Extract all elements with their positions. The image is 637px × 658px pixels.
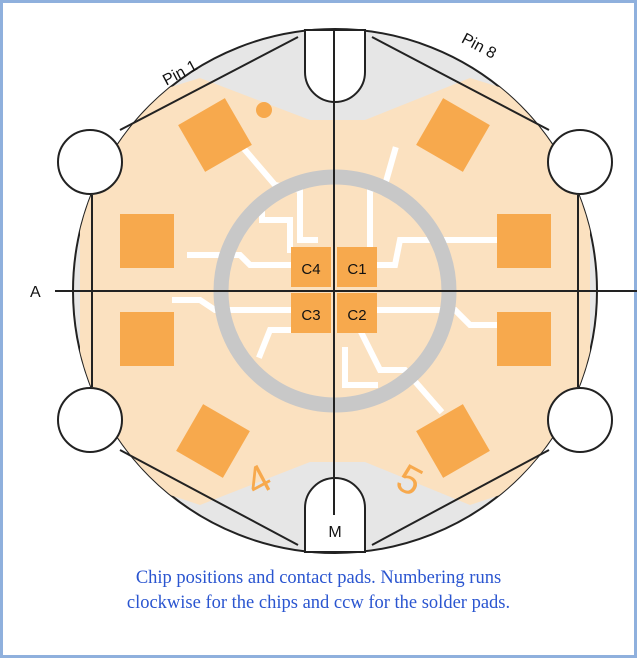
solder-pad-1 — [178, 98, 252, 172]
chip-c4 — [291, 247, 331, 287]
solder-pad-5 — [416, 404, 490, 478]
chip-label-c2: C2 — [347, 307, 366, 324]
axis-a-label: A — [30, 284, 41, 301]
solder-pad-7 — [497, 214, 551, 268]
figure-caption: Chip positions and contact pads. Numberi… — [0, 566, 637, 616]
solder-pad-4 — [176, 404, 250, 478]
chip-c2 — [337, 293, 377, 333]
solder-pad-6 — [497, 312, 551, 366]
chip-label-c1: C1 — [347, 261, 366, 278]
chip-c1 — [337, 247, 377, 287]
chips — [291, 247, 377, 333]
caption-line-2: clockwise for the chips and ccw for the … — [126, 593, 511, 613]
chip-c3 — [291, 293, 331, 333]
pin-8-label: Pin 8 — [459, 30, 499, 62]
solder-pad-8 — [416, 98, 490, 172]
solder-pad-3 — [120, 312, 174, 366]
axis-m-label: M — [328, 524, 341, 541]
chip-label-c4: C4 — [301, 261, 320, 278]
caption-line-1: Chip positions and contact pads. Numberi… — [135, 568, 502, 588]
solder-pad-2 — [120, 214, 174, 268]
chip-label-c3: C3 — [301, 307, 320, 324]
notches — [57, 29, 613, 553]
solder-pads — [120, 98, 551, 478]
axes — [55, 30, 637, 515]
pin1-marker-dot — [256, 102, 272, 118]
